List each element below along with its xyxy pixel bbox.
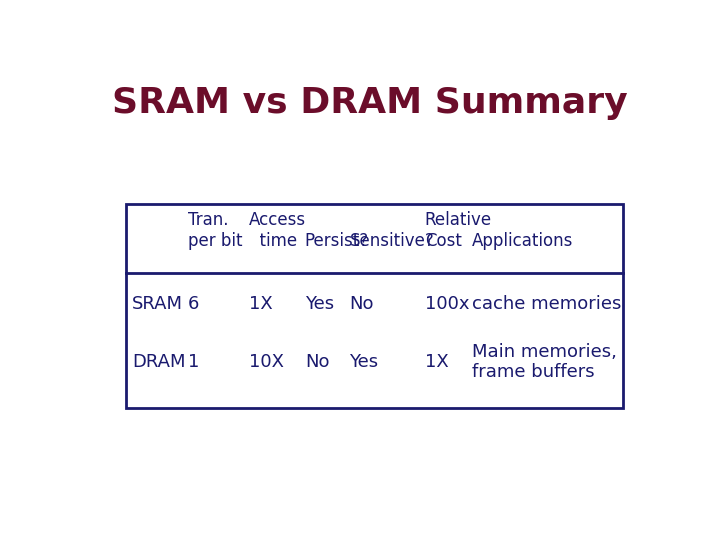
Text: Persist?: Persist? — [305, 232, 369, 250]
Text: Sensitive?: Sensitive? — [349, 232, 434, 250]
Text: 1: 1 — [188, 353, 199, 371]
FancyBboxPatch shape — [126, 204, 623, 408]
Text: 1X: 1X — [249, 295, 273, 313]
Text: time: time — [249, 232, 297, 250]
Text: 10X: 10X — [249, 353, 284, 371]
Text: Yes: Yes — [305, 295, 334, 313]
Text: Yes: Yes — [349, 353, 379, 371]
Text: cache memories: cache memories — [472, 295, 621, 313]
Text: SRAM: SRAM — [132, 295, 183, 313]
Text: per bit: per bit — [188, 232, 242, 250]
Text: No: No — [349, 295, 374, 313]
Text: Access: Access — [249, 211, 306, 229]
Text: SRAM vs DRAM Summary: SRAM vs DRAM Summary — [112, 85, 628, 119]
Text: Main memories,
frame buffers: Main memories, frame buffers — [472, 343, 617, 381]
Text: 6: 6 — [188, 295, 199, 313]
Text: 1X: 1X — [425, 353, 449, 371]
Text: Relative: Relative — [425, 211, 492, 229]
Text: Applications: Applications — [472, 232, 574, 250]
Text: Cost: Cost — [425, 232, 462, 250]
Text: Tran.: Tran. — [188, 211, 228, 229]
Text: 100x: 100x — [425, 295, 469, 313]
Text: DRAM: DRAM — [132, 353, 185, 371]
Text: No: No — [305, 353, 329, 371]
